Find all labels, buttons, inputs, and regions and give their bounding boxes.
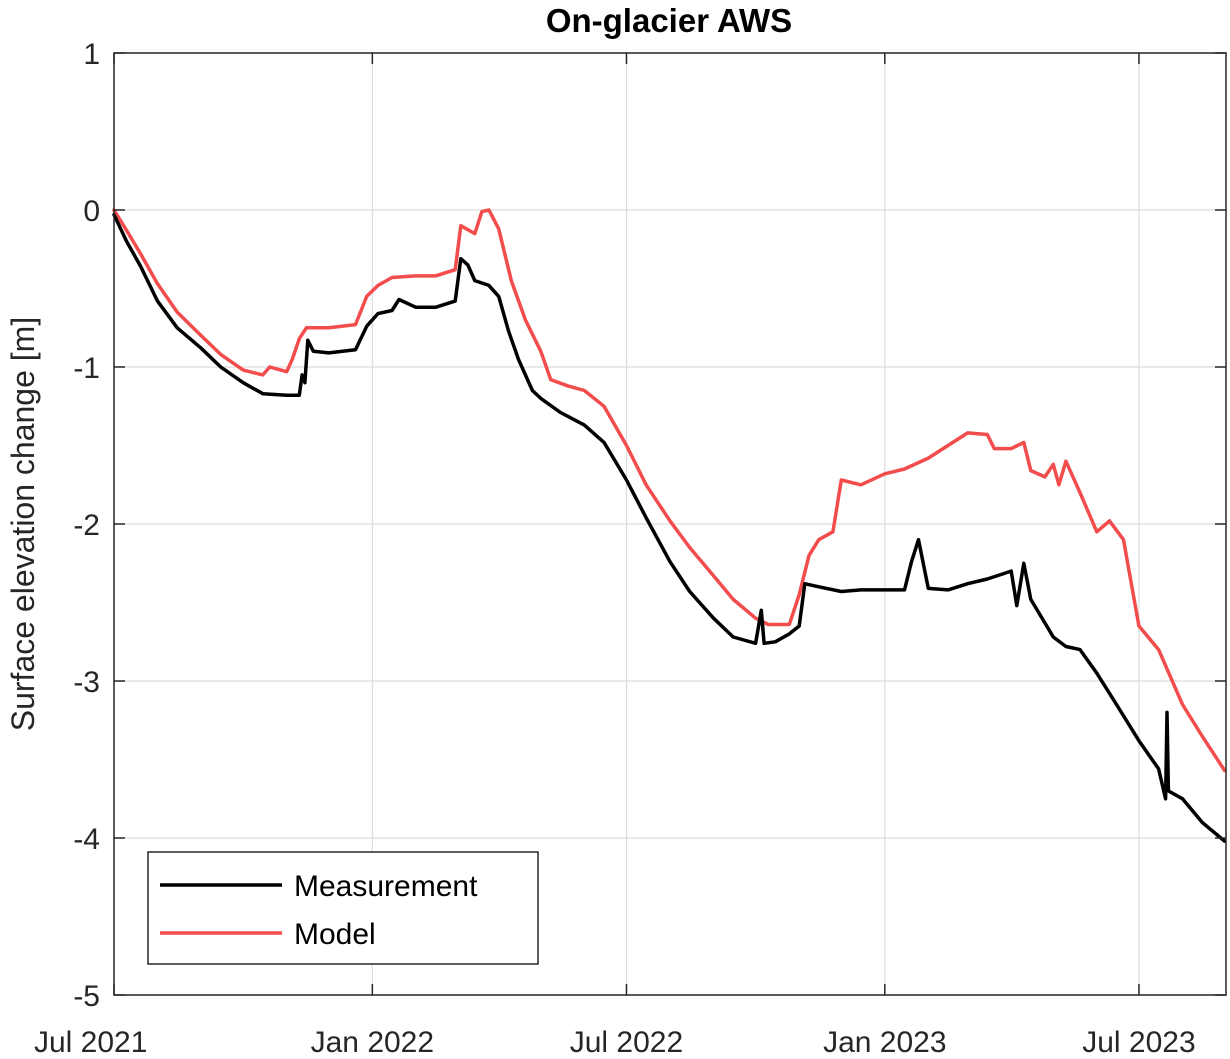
y-tick-label: -5 [73, 980, 100, 1013]
series-lines [112, 208, 1227, 843]
series-line-model [112, 208, 1227, 773]
y-tick-label: 0 [83, 195, 100, 228]
legend-box [147, 851, 539, 965]
axis-ticks: 1 0 -1 -2 -3 -4 -5 Jul 2021 Jan 2022 Jul 2022 Jan … [34, 38, 1226, 1059]
y-tick-label: -3 [73, 666, 100, 699]
chart-title: On-glacier AWS [546, 2, 792, 39]
legend-label-model: Model [294, 918, 376, 951]
series-line-measurement [112, 212, 1227, 843]
x-tick-label: Jul 2022 [570, 1026, 683, 1059]
x-tick-label: Jul 2023 [1082, 1026, 1195, 1059]
legend: Measurement Model [147, 851, 539, 965]
y-tick-label: -4 [73, 823, 100, 856]
x-tick-label: Jan 2022 [311, 1026, 434, 1059]
x-tick-label: Jan 2023 [823, 1026, 946, 1059]
x-tick-label: Jul 2021 [34, 1026, 147, 1059]
y-axis-title: Surface elevation change [m] [5, 317, 41, 731]
legend-label-measurement: Measurement [294, 870, 478, 903]
y-tick-label: -1 [73, 352, 100, 385]
y-tick-label: 1 [83, 38, 100, 71]
y-tick-label: -2 [73, 509, 100, 542]
